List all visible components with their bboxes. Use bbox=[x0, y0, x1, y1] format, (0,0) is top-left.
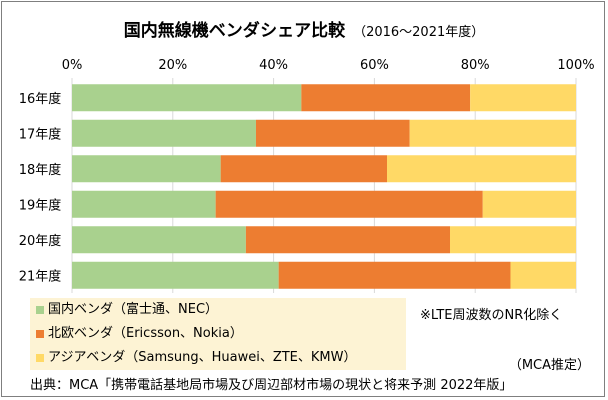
stacked-bar-chart: 0% 20% 40% 60% 80% 100% 16年度 17年度 18年度 19年度 20年度 21… bbox=[19, 58, 595, 293]
x-tick-label: 0% bbox=[62, 58, 83, 73]
source-citation: 出典：MCA「携帯電話基地局市場及び周辺部材市場の現状と将来予測 2022年版」 bbox=[30, 378, 513, 393]
legend-swatch-domestic bbox=[36, 306, 44, 314]
y-tick-label: 19年度 bbox=[19, 197, 62, 213]
legend-swatch-asian bbox=[36, 354, 44, 362]
bar-segment bbox=[450, 226, 576, 254]
x-tick-label: 20% bbox=[158, 58, 187, 73]
legend-label-domestic: 国内ベンダ（富士通、NEC） bbox=[48, 302, 219, 317]
legend: 国内ベンダ（富士通、NEC） 北欧ベンダ（Ericsson、Nokia） アジア… bbox=[30, 298, 406, 370]
bar-segment bbox=[245, 226, 450, 254]
bar-segment bbox=[301, 84, 471, 112]
x-tick-label: 60% bbox=[360, 58, 389, 73]
chart-title-text: 国内無線機ベンダシェア比較 bbox=[123, 21, 346, 41]
x-tick-label: 80% bbox=[461, 58, 490, 73]
y-tick-label: 20年度 bbox=[19, 233, 62, 249]
bar-segment bbox=[72, 261, 279, 289]
legend-label-nordic: 北欧ベンダ（Ericsson、Nokia） bbox=[48, 326, 243, 341]
legend-item-nordic: 北欧ベンダ（Ericsson、Nokia） bbox=[30, 322, 406, 346]
bar-segment bbox=[470, 84, 576, 112]
bar-segment bbox=[72, 84, 302, 112]
bar-segment bbox=[278, 261, 511, 289]
x-tick-label: 100% bbox=[557, 58, 594, 73]
bar-segment bbox=[409, 119, 576, 147]
y-tick-label: 16年度 bbox=[19, 91, 62, 107]
bar-segment bbox=[72, 190, 216, 218]
bar-segment bbox=[255, 119, 410, 147]
bar-segment bbox=[72, 226, 246, 254]
estimate-label: （MCA推定） bbox=[508, 358, 590, 373]
bar-segment bbox=[72, 119, 256, 147]
x-tick-label: 40% bbox=[259, 58, 288, 73]
legend-item-domestic: 国内ベンダ（富士通、NEC） bbox=[30, 298, 406, 322]
y-tick-label: 17年度 bbox=[19, 126, 62, 142]
chart-title: 国内無線機ベンダシェア比較 （2016～2021年度） bbox=[2, 16, 606, 41]
legend-swatch-nordic bbox=[36, 330, 44, 338]
legend-item-asian: アジアベンダ（Samsung、Huawei、ZTE、KMW） bbox=[30, 346, 406, 370]
chart-subtitle: （2016～2021年度） bbox=[353, 25, 485, 40]
bar-segment bbox=[482, 190, 576, 218]
bar-segment bbox=[72, 155, 221, 183]
legend-label-asian: アジアベンダ（Samsung、Huawei、ZTE、KMW） bbox=[48, 350, 357, 365]
bar-segment bbox=[220, 155, 387, 183]
y-tick-label: 18年度 bbox=[19, 162, 62, 178]
bar-segment bbox=[215, 190, 483, 218]
y-tick-label: 21年度 bbox=[19, 268, 62, 284]
footnote: ※LTE周波数のNR化除く bbox=[420, 308, 563, 323]
bar-segment bbox=[510, 261, 576, 289]
bar-segment bbox=[387, 155, 576, 183]
